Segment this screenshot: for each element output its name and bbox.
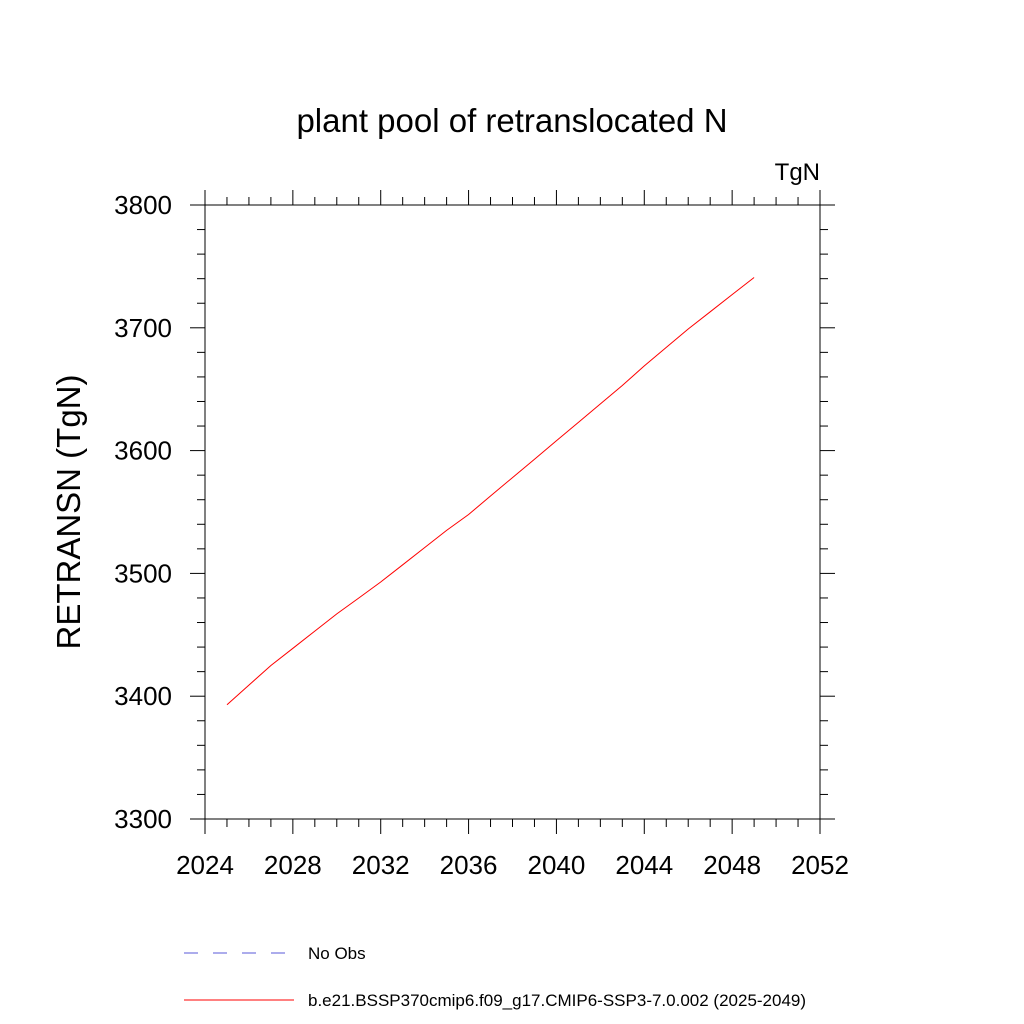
legend-label: No Obs	[308, 944, 366, 963]
legend: No Obs b.e21.BSSP370cmip6.f09_g17.CMIP6-S…	[184, 944, 806, 1010]
y-tick-label: 3700	[114, 313, 172, 343]
x-tick-label: 2036	[440, 850, 498, 880]
x-tick-label: 2040	[528, 850, 586, 880]
series-line	[226, 277, 755, 706]
x-tick-label: 2052	[791, 850, 849, 880]
y-axis-label: RETRANSN (TgN)	[50, 374, 87, 649]
x-tick-label: 2032	[352, 850, 410, 880]
x-tick-label: 2028	[264, 850, 322, 880]
x-tick-label: 2044	[615, 850, 673, 880]
series-layer	[226, 277, 755, 706]
y-tick-label: 3600	[114, 436, 172, 466]
x-tick-label: 2048	[703, 850, 761, 880]
y-tick-label: 3500	[114, 558, 172, 588]
legend-label: b.e21.BSSP370cmip6.f09_g17.CMIP6-SSP3-7.…	[308, 991, 806, 1010]
units-label: TgN	[775, 159, 820, 186]
y-tick-label: 3300	[114, 804, 172, 834]
plot-frame	[204, 204, 821, 820]
y-tick-label: 3800	[114, 190, 172, 220]
axis-ticks: 2024 2028 2032 2036 2040 2044 2048 2052 3300 3400…	[114, 190, 849, 880]
y-tick-label: 3400	[114, 681, 172, 711]
x-tick-label: 2024	[176, 850, 234, 880]
chart-title: plant pool of retranslocated N	[296, 102, 727, 139]
